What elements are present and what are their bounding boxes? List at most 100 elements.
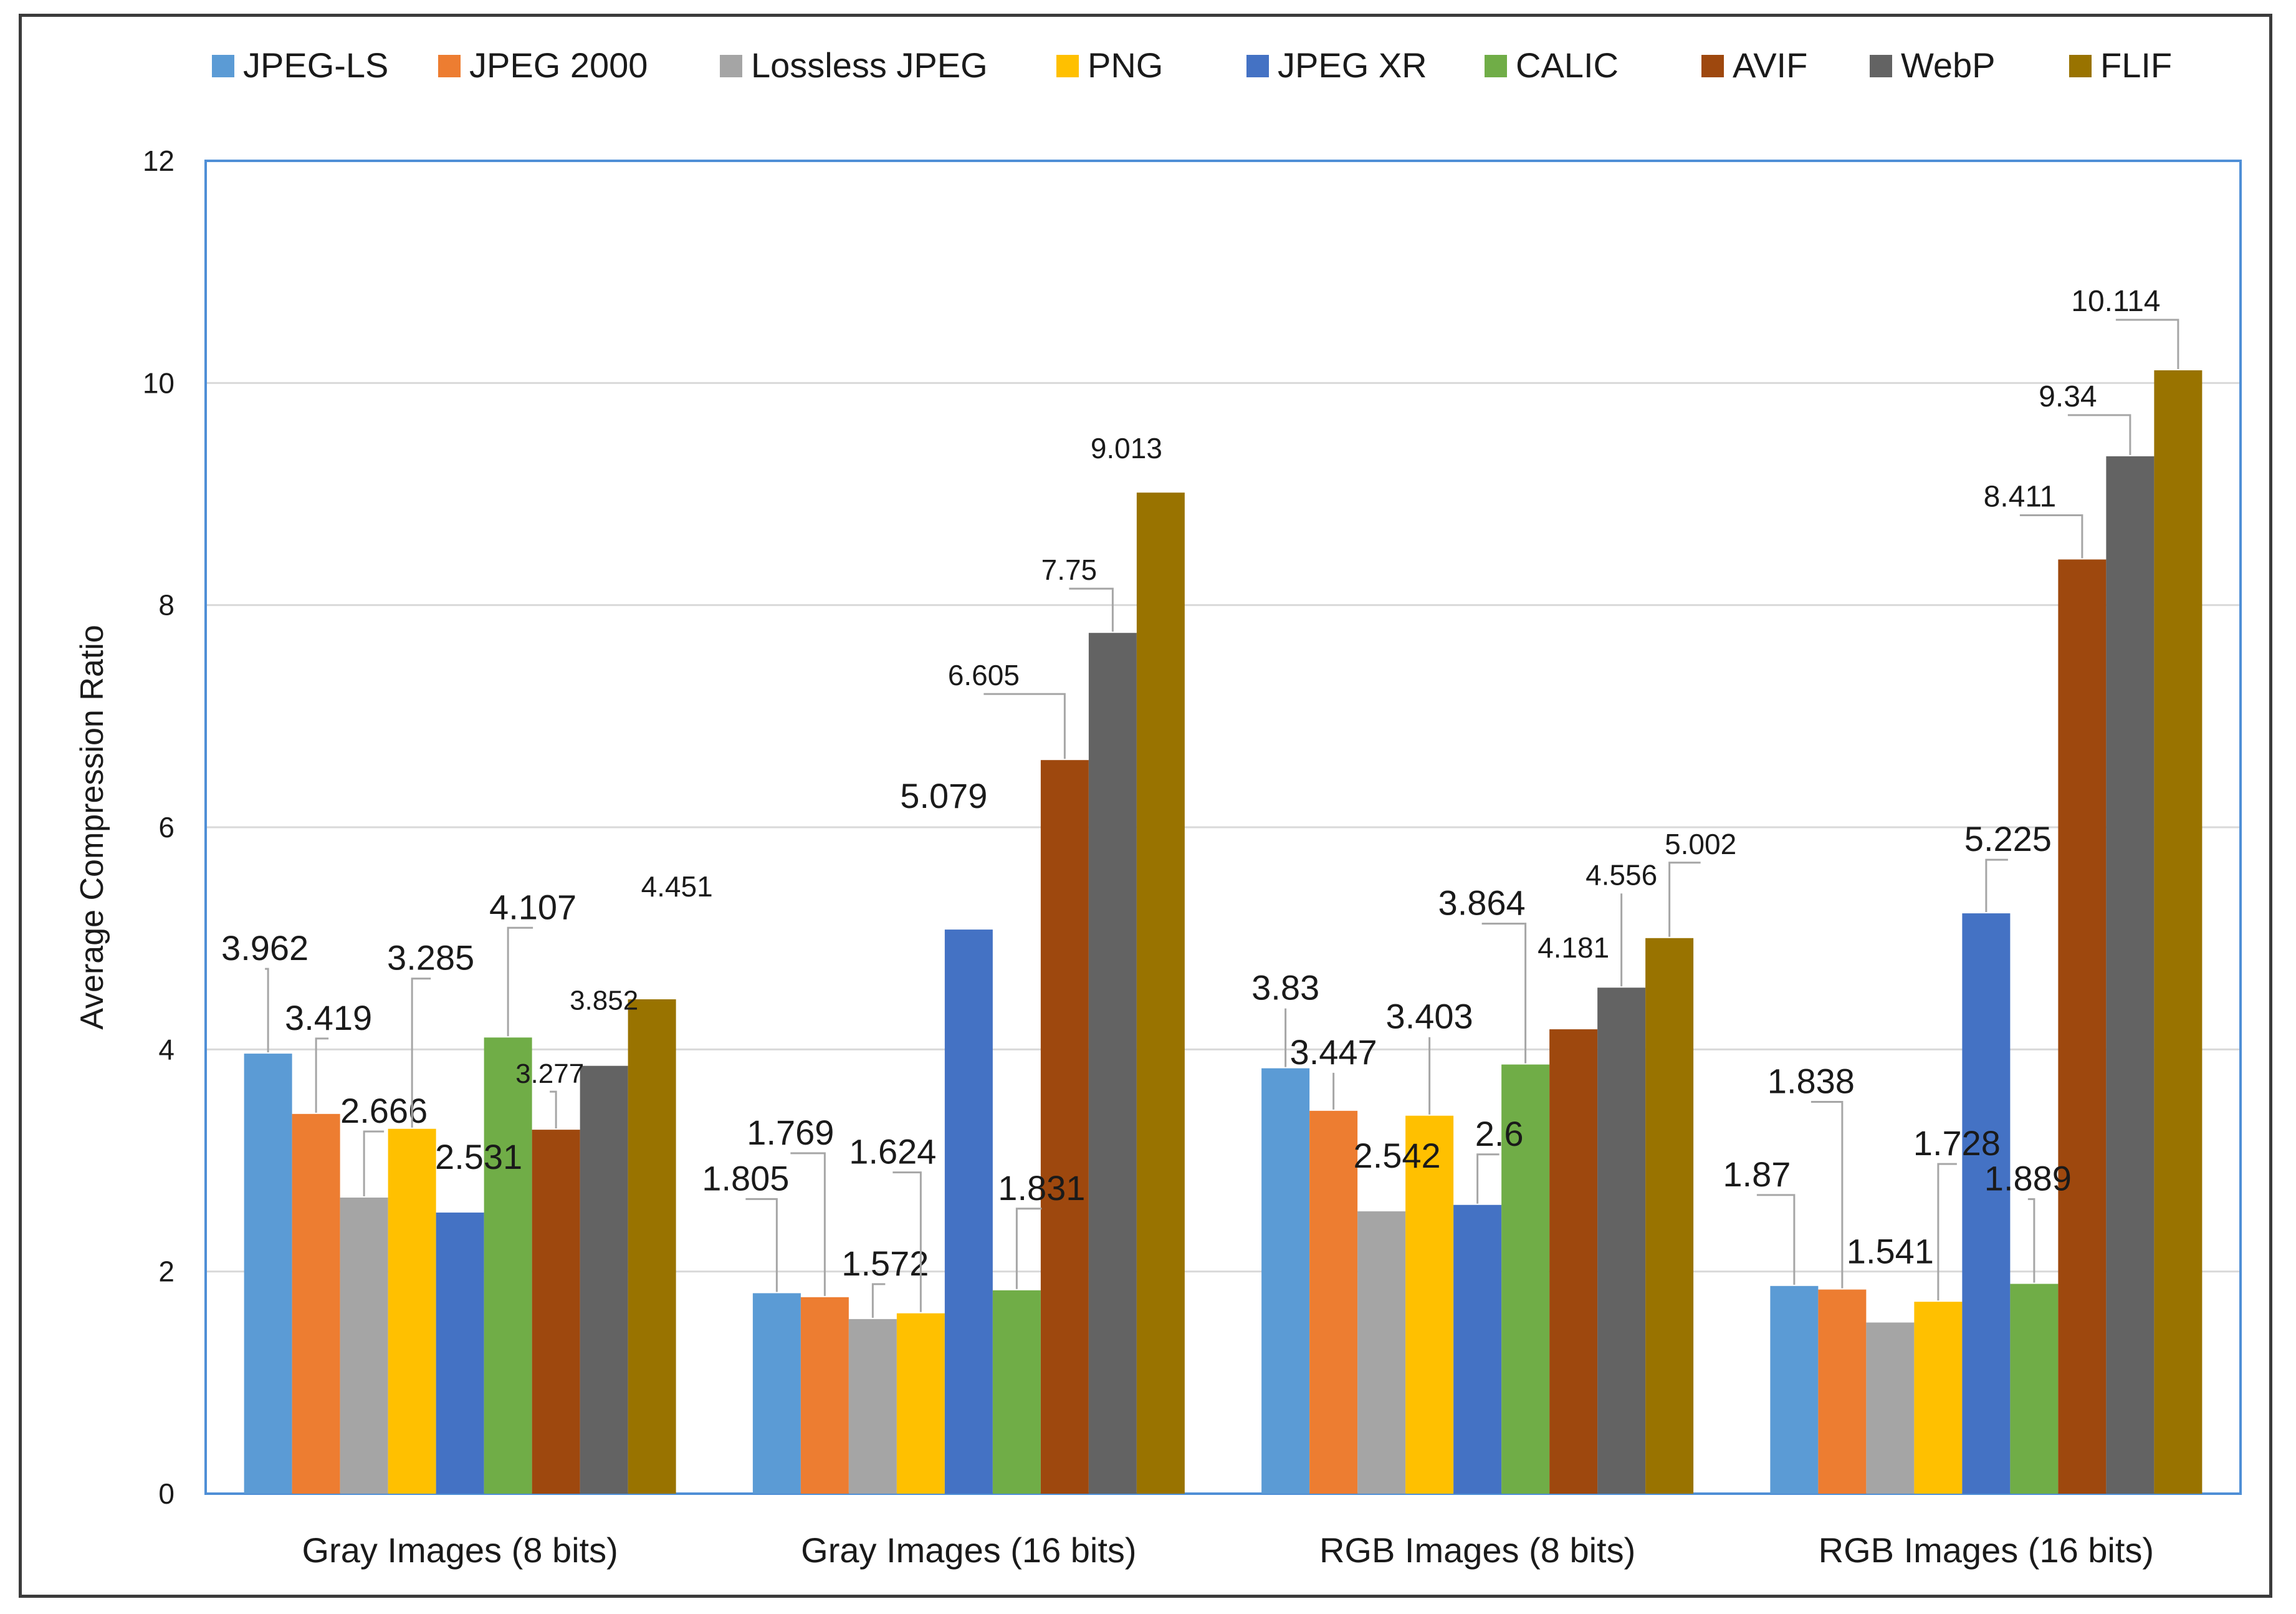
- bar-lossless-jpeg: [1357, 1211, 1406, 1494]
- bar-jpeg-xr: [1962, 913, 2011, 1494]
- bar-lossless-jpeg: [340, 1198, 388, 1494]
- data-label-leader: [983, 693, 1066, 759]
- legend-label: JPEG XR: [1278, 46, 1427, 85]
- data-label: 7.75: [1041, 554, 1098, 586]
- data-label-leader: [265, 968, 269, 1053]
- data-label: 6.605: [948, 659, 1020, 691]
- bar-flif: [1136, 492, 1185, 1494]
- data-label: 4.556: [1586, 858, 1657, 891]
- data-label: 4.181: [1538, 931, 1609, 964]
- legend-label: Lossless JPEG: [751, 46, 988, 85]
- bar-jpeg-xr: [1453, 1204, 1502, 1494]
- legend-item: JPEG 2000: [438, 46, 648, 85]
- legend-swatch: [1701, 55, 1724, 77]
- data-label-leader: [1069, 587, 1114, 632]
- plot-area-border: [204, 160, 2242, 1495]
- data-label: 3.852: [570, 986, 638, 1016]
- bar-png: [388, 1128, 436, 1494]
- legend-item: JPEG-LS: [212, 46, 388, 85]
- legend-swatch: [438, 55, 461, 77]
- data-label-leader: [892, 1171, 922, 1312]
- data-label: 3.277: [515, 1059, 584, 1089]
- y-tick-label: 4: [158, 1033, 175, 1065]
- data-label-leader: [1937, 1163, 1957, 1301]
- bar-webp: [2106, 456, 2155, 1494]
- data-label-leader: [363, 1130, 385, 1197]
- data-label: 5.079: [900, 776, 987, 815]
- data-label: 4.107: [489, 887, 576, 926]
- data-labels: 3.962 3.419 2.666 3.285 2.531 4.107 3.277 3.852…: [221, 285, 2179, 1318]
- legend-item: FLIF: [2069, 46, 2172, 85]
- data-label-leader: [1985, 858, 2008, 913]
- data-label: 5.225: [1964, 819, 2052, 858]
- bar-webp: [1597, 987, 1646, 1494]
- data-label: 1.624: [849, 1132, 936, 1171]
- legend-label: FLIF: [2100, 46, 2172, 85]
- data-label: 3.285: [387, 938, 474, 978]
- legend-label: AVIF: [1733, 46, 1807, 85]
- x-category-label: RGB Images (16 bits): [1819, 1530, 2154, 1570]
- bar-jpeg-xr: [944, 929, 993, 1494]
- legend-item: PNG: [1056, 46, 1163, 85]
- bar-flif: [1645, 938, 1694, 1494]
- bar-jpeg-xr: [436, 1213, 484, 1494]
- legend-label: WebP: [1901, 46, 1995, 85]
- bar-avif: [1549, 1029, 1598, 1494]
- data-label-leader: [507, 926, 533, 1037]
- legend-label: JPEG 2000: [469, 46, 648, 85]
- bar-jpeg-ls: [1770, 1285, 1819, 1494]
- bar-avif: [532, 1130, 580, 1494]
- legend-swatch: [1246, 55, 1269, 77]
- legend-label: PNG: [1088, 46, 1163, 85]
- data-label: 2.542: [1354, 1136, 1441, 1175]
- bars: [244, 370, 2203, 1494]
- bar-jpeg-2000: [1818, 1289, 1867, 1494]
- data-label-leader: [550, 1090, 557, 1129]
- data-label: 1.541: [1847, 1231, 1934, 1271]
- legend-item: JPEG XR: [1246, 46, 1427, 85]
- data-label-leader: [2019, 514, 2083, 559]
- bar-png: [896, 1313, 945, 1494]
- data-label: 3.419: [285, 998, 372, 1037]
- data-label: 4.451: [641, 870, 713, 903]
- legend-swatch: [2069, 55, 2092, 77]
- data-label: 8.411: [1984, 480, 2057, 513]
- data-label-leader: [2027, 1198, 2035, 1283]
- data-label: 3.447: [1290, 1032, 1377, 1072]
- y-tick-label: 8: [158, 589, 175, 622]
- bar-flif: [628, 999, 676, 1494]
- bar-png: [1914, 1302, 1963, 1494]
- bar-calic: [1501, 1064, 1550, 1494]
- data-label-leader: [1015, 1208, 1042, 1289]
- bar-calic: [484, 1037, 532, 1494]
- legend-swatch: [1485, 55, 1507, 77]
- legend-swatch: [720, 55, 742, 77]
- bar-lossless-jpeg: [1866, 1322, 1915, 1494]
- legend-item: WebP: [1870, 46, 1995, 85]
- legend-swatch: [1056, 55, 1079, 77]
- y-tick-label: 0: [158, 1477, 175, 1510]
- data-label: 1.572: [841, 1244, 929, 1283]
- bar-png: [1405, 1115, 1454, 1494]
- data-label-leader: [1481, 923, 1527, 1064]
- data-label-leader: [745, 1198, 778, 1292]
- data-label-leader: [871, 1283, 886, 1318]
- data-label-leader: [411, 978, 431, 1128]
- data-label-leader: [2115, 319, 2179, 370]
- data-label: 5.002: [1665, 828, 1736, 860]
- data-label: 1.769: [747, 1113, 834, 1152]
- legend-swatch: [1870, 55, 1892, 77]
- data-label: 9.34: [2039, 380, 2097, 413]
- bar-calic: [2010, 1284, 2059, 1494]
- data-label: 1.838: [1767, 1062, 1855, 1101]
- data-label: 1.831: [998, 1168, 1085, 1208]
- y-axis: 0 2 4 6 8 10 12: [143, 145, 175, 1510]
- data-label-leader: [2067, 414, 2131, 455]
- data-label: 2.531: [435, 1137, 522, 1176]
- bar-jpeg-2000: [292, 1113, 340, 1494]
- x-category-label: RGB Images (8 bits): [1319, 1530, 1635, 1570]
- data-label: 1.805: [702, 1158, 789, 1198]
- data-label-leader: [1476, 1153, 1500, 1204]
- bar-jpeg-ls: [752, 1293, 801, 1494]
- data-label: 1.728: [1913, 1123, 2001, 1163]
